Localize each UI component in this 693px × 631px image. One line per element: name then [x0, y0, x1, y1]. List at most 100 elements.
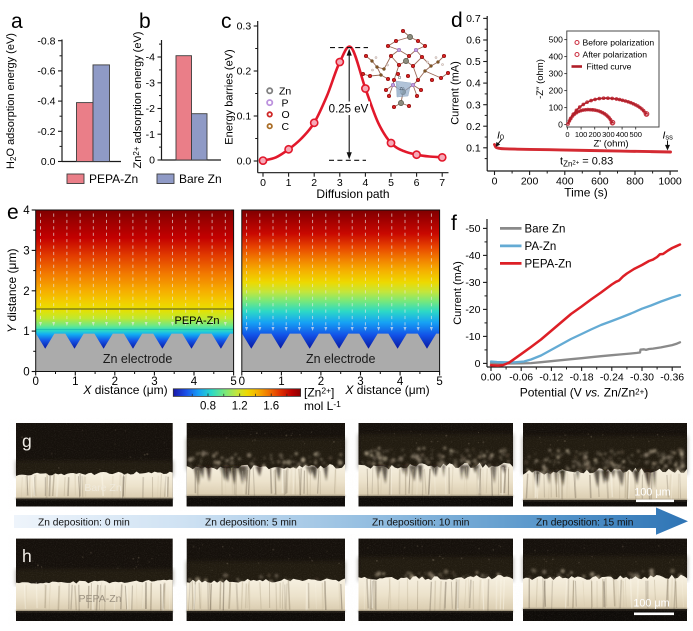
svg-text:0.00: 0.00	[481, 372, 502, 384]
svg-text:1: 1	[278, 376, 284, 388]
svg-text:Zn deposition: 5 min: Zn deposition: 5 min	[205, 518, 297, 529]
svg-text:3: 3	[23, 245, 29, 257]
svg-text:0.1: 0.1	[237, 111, 252, 123]
svg-text:a: a	[11, 10, 23, 33]
svg-text:PEPA-Zn: PEPA-Zn	[525, 258, 572, 270]
svg-text:0.2: 0.2	[237, 66, 252, 78]
svg-text:0.1: 0.1	[466, 142, 481, 154]
svg-text:Energy barries (eV): Energy barries (eV)	[224, 49, 236, 144]
svg-text:P: P	[282, 97, 289, 109]
svg-text:1000: 1000	[658, 176, 682, 188]
svg-text:4: 4	[362, 177, 368, 189]
svg-text:Bare Zn: Bare Zn	[525, 223, 566, 235]
svg-text:O: O	[282, 109, 290, 121]
svg-text:-0.2: -0.2	[37, 126, 55, 138]
svg-text:0: 0	[239, 376, 245, 388]
svg-text:c: c	[221, 10, 232, 33]
svg-text:0: 0	[475, 358, 481, 370]
svg-text:e: e	[7, 201, 19, 224]
svg-text:0: 0	[32, 376, 38, 388]
svg-text:h: h	[22, 546, 32, 566]
svg-text:Zn deposition: 15 min: Zn deposition: 15 min	[536, 518, 633, 529]
svg-text:-50: -50	[465, 223, 480, 235]
svg-text:-0.30: -0.30	[630, 372, 654, 384]
svg-text:2: 2	[112, 376, 118, 388]
svg-text:-0.4: -0.4	[37, 96, 55, 108]
svg-text:200: 200	[521, 176, 539, 188]
svg-text:100: 100	[549, 103, 563, 113]
svg-text:-0.24: -0.24	[600, 372, 624, 384]
svg-text:2: 2	[318, 376, 324, 388]
svg-text:1.2: 1.2	[232, 401, 248, 413]
svg-text:600: 600	[591, 176, 609, 188]
svg-text:Iss: Iss	[663, 130, 674, 142]
svg-text:H2O adsorption energy (eV): H2O adsorption energy (eV)	[5, 33, 18, 169]
svg-text:-30: -30	[465, 277, 480, 289]
svg-text:Fitted curve: Fitted curve	[587, 62, 632, 72]
svg-text:Current (mA): Current (mA)	[450, 61, 462, 125]
svg-text:PEPA-Zn: PEPA-Zn	[89, 172, 138, 186]
svg-text:500: 500	[549, 35, 563, 45]
svg-text:300: 300	[602, 130, 615, 139]
svg-text:Y distance (μm): Y distance (μm)	[5, 249, 19, 333]
svg-text:-0.18: -0.18	[570, 372, 594, 384]
svg-text:6: 6	[414, 177, 420, 189]
svg-text:Diffusion path: Diffusion path	[316, 187, 389, 201]
svg-text:1: 1	[72, 376, 78, 388]
svg-text:2: 2	[23, 286, 29, 298]
svg-text:0.0: 0.0	[237, 156, 252, 168]
svg-text:Zn: Zn	[279, 86, 291, 98]
svg-text:-2: -2	[146, 103, 155, 115]
svg-text:PEPA-Zn: PEPA-Zn	[174, 315, 219, 327]
svg-text:0.7: 0.7	[466, 13, 481, 25]
svg-text:-4: -4	[146, 52, 155, 64]
svg-text:-40: -40	[465, 250, 480, 262]
svg-text:Zn electrode: Zn electrode	[103, 352, 173, 366]
svg-text:Potential (V vs. Zn/Zn2+): Potential (V vs. Zn/Zn2+)	[520, 386, 649, 400]
svg-text:1: 1	[23, 326, 29, 338]
svg-text:Time (s): Time (s)	[564, 186, 608, 200]
svg-text:0: 0	[149, 155, 155, 167]
svg-text:400: 400	[556, 176, 574, 188]
svg-text:-0.6: -0.6	[37, 66, 55, 78]
svg-text:-0.8: -0.8	[37, 35, 55, 47]
svg-text:4: 4	[23, 205, 30, 217]
svg-text:100 μm: 100 μm	[633, 598, 669, 610]
svg-text:g: g	[22, 431, 32, 451]
svg-text:PA-Zn: PA-Zn	[525, 241, 557, 253]
svg-text:0.8: 0.8	[200, 401, 216, 413]
svg-text:Current (mA): Current (mA)	[452, 261, 464, 325]
svg-text:-1: -1	[146, 129, 155, 141]
svg-text:mol L-1: mol L-1	[304, 399, 341, 413]
svg-text:0: 0	[23, 367, 29, 379]
svg-text:Bare Zn: Bare Zn	[179, 172, 222, 186]
svg-text:-10: -10	[465, 331, 480, 343]
svg-text:Before polarization: Before polarization	[583, 38, 655, 48]
svg-text:d: d	[451, 9, 463, 32]
svg-text:-0.06: -0.06	[509, 372, 533, 384]
svg-text:-0.36: -0.36	[660, 372, 684, 384]
svg-text:400: 400	[616, 130, 629, 139]
svg-text:0: 0	[565, 130, 569, 139]
svg-text:5: 5	[436, 376, 442, 388]
svg-text:4: 4	[191, 376, 198, 388]
svg-text:Zn deposition: 0 min: Zn deposition: 0 min	[38, 518, 130, 529]
svg-text:Zn2+ adsorption energy (eV): Zn2+ adsorption energy (eV)	[132, 32, 144, 169]
svg-text:I0: I0	[497, 130, 504, 142]
svg-text:0: 0	[260, 177, 266, 189]
svg-text:-3: -3	[146, 77, 155, 89]
svg-text:5: 5	[388, 177, 394, 189]
svg-text:1: 1	[286, 177, 292, 189]
svg-text:Zn deposition: 10 min: Zn deposition: 10 min	[372, 518, 469, 529]
svg-text:0: 0	[558, 120, 563, 130]
svg-text:0.3: 0.3	[466, 99, 481, 111]
svg-text:Zn electrode: Zn electrode	[306, 352, 376, 366]
svg-text:X distance (μm): X distance (μm)	[344, 383, 429, 397]
svg-text:b: b	[139, 10, 151, 33]
svg-text:0.2: 0.2	[466, 121, 481, 133]
svg-text:1.6: 1.6	[263, 401, 279, 413]
svg-text:300: 300	[549, 69, 563, 79]
svg-text:4: 4	[397, 376, 404, 388]
svg-text:3: 3	[151, 376, 157, 388]
svg-text:800: 800	[626, 176, 644, 188]
